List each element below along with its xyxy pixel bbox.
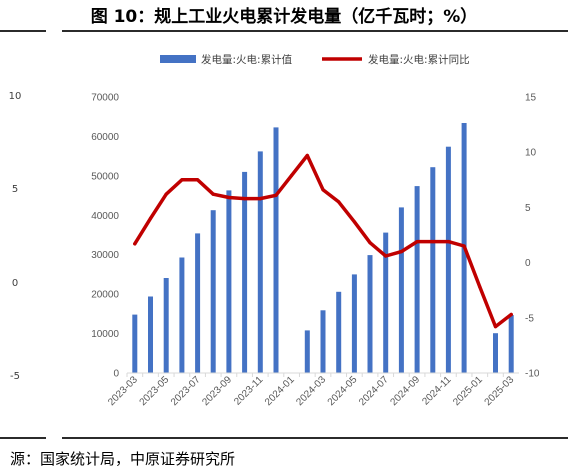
source-note: 源：国家统计局，中原证券研究所	[10, 450, 236, 468]
line-point	[243, 197, 247, 201]
line-series	[133, 153, 513, 329]
bar	[508, 315, 514, 373]
left-panel-tick: -5	[10, 371, 20, 382]
y-left-tick-label: 30000	[91, 250, 119, 261]
bar	[414, 186, 420, 373]
line-point	[446, 240, 450, 244]
line-point	[211, 192, 215, 196]
x-tick-label: 2024-09	[388, 374, 422, 408]
legend-label-line: 发电量:火电:累计同比	[368, 53, 470, 66]
y-right-tick-label: -10	[525, 369, 540, 380]
x-tick-label: 2023-07	[169, 374, 203, 408]
y-axis-right: -10 -5 0 5 10 15	[525, 93, 540, 380]
bar	[257, 151, 263, 373]
line-point	[180, 178, 184, 182]
x-tick-label: 2023-03	[106, 374, 140, 408]
y-right-tick-label: 0	[525, 258, 531, 269]
bar	[320, 310, 326, 373]
x-tick-label: 2025-03	[483, 374, 517, 408]
x-tick-label: 2025-01	[451, 374, 485, 408]
bar	[163, 278, 169, 373]
bar	[242, 171, 248, 373]
line-point	[305, 153, 309, 158]
bar	[132, 314, 138, 373]
bar	[351, 274, 357, 373]
bar	[336, 291, 342, 373]
y-right-tick-label: 10	[525, 148, 537, 159]
line-point	[399, 250, 403, 254]
x-axis: 2023-032023-052023-072023-092023-112024-…	[106, 372, 519, 408]
x-tick-label: 2023-05	[138, 374, 172, 408]
bar	[383, 232, 389, 373]
line-point	[368, 241, 372, 245]
y-left-tick-label: 60000	[91, 132, 119, 143]
line-point	[493, 325, 498, 329]
x-tick-label: 2024-01	[263, 374, 297, 408]
bar	[304, 330, 310, 373]
line-point	[274, 193, 278, 197]
bar	[148, 296, 153, 373]
line-point	[337, 200, 341, 204]
left-panel-axis: 10 5 0 -5	[0, 0, 30, 472]
top-rule	[62, 30, 568, 32]
left-panel-top-rule	[0, 30, 46, 32]
left-panel-bottom-rule	[0, 437, 46, 439]
y-left-tick-label: 40000	[91, 211, 119, 222]
left-panel-tick: 0	[11, 278, 19, 289]
line-point	[415, 240, 419, 244]
legend-bar-swatch	[160, 55, 196, 63]
y-left-tick-label: 0	[113, 369, 119, 380]
bar-series	[132, 123, 514, 374]
x-tick-label: 2024-07	[357, 374, 391, 408]
legend-label-bar: 发电量:火电:累计值	[201, 53, 293, 66]
line-point	[258, 197, 262, 201]
bar	[398, 207, 404, 373]
y-left-tick-label: 50000	[91, 171, 119, 182]
bar	[179, 257, 185, 373]
line-point	[478, 285, 482, 289]
line-point	[133, 242, 137, 246]
line-point	[509, 312, 513, 317]
y-left-tick-label: 70000	[91, 93, 119, 104]
line-point	[290, 173, 294, 177]
figure-title: 图 10：规上工业火电累计发电量（亿千瓦时；%）	[90, 7, 478, 27]
bar	[195, 233, 201, 373]
line-point	[164, 192, 168, 196]
x-tick-label: 2024-05	[326, 374, 360, 408]
bottom-rule	[62, 437, 568, 439]
line-point	[352, 220, 356, 224]
x-tick-label: 2024-03	[294, 374, 328, 408]
bar	[493, 333, 498, 373]
bar	[367, 255, 373, 373]
y-axis-left: 0 10000 20000 30000 40000 50000 60000 70000	[91, 93, 119, 380]
left-panel-tick: 10	[8, 91, 22, 102]
bar	[273, 127, 279, 374]
y-left-tick-label: 10000	[91, 329, 119, 340]
line-path	[133, 153, 513, 329]
x-tick-label: 2023-09	[200, 374, 234, 408]
x-tick-label: 2023-11	[232, 374, 266, 408]
line-point	[384, 254, 388, 258]
bar	[445, 146, 451, 373]
y-right-tick-label: -5	[525, 313, 534, 324]
y-right-tick-label: 15	[525, 93, 537, 104]
line-point	[196, 178, 200, 182]
line-point	[431, 240, 435, 244]
left-panel-tick: 5	[11, 184, 19, 195]
bar	[210, 210, 216, 373]
y-right-tick-label: 5	[525, 203, 531, 214]
legend: 发电量:火电:累计值 发电量:火电:累计同比	[160, 53, 470, 66]
line-point	[462, 244, 466, 248]
bar	[430, 167, 436, 373]
bar	[226, 190, 232, 373]
x-tick-label: 2024-11	[420, 374, 454, 408]
line-point	[227, 195, 231, 200]
y-left-tick-label: 20000	[91, 290, 119, 301]
line-point	[321, 188, 325, 192]
line-point	[148, 216, 153, 220]
